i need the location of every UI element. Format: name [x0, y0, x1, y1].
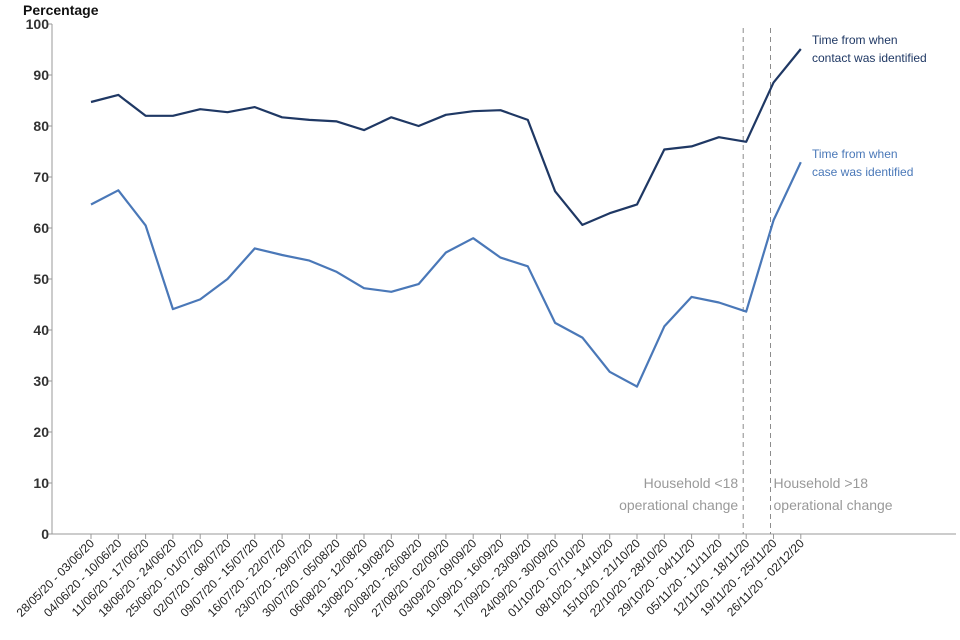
- series-label: contact was identified: [812, 51, 927, 65]
- annotation-text: Household >18: [774, 475, 869, 491]
- series-lines: [90, 48, 802, 388]
- y-tick-label: 60: [33, 220, 49, 236]
- y-tick-label: 100: [26, 16, 50, 32]
- y-tick-label: 70: [33, 169, 49, 185]
- series-label: case was identified: [812, 165, 913, 179]
- y-tick-label: 90: [33, 67, 49, 83]
- y-tick-label: 0: [41, 526, 49, 542]
- series-label: Time from when: [812, 147, 898, 161]
- series-line: [90, 161, 802, 388]
- annotation-text: operational change: [619, 497, 738, 513]
- annotation-text: Household <18: [644, 475, 739, 491]
- y-tick-label: 50: [33, 271, 49, 287]
- series-line: [90, 48, 802, 226]
- y-axis-label: Percentage: [23, 2, 99, 18]
- y-ticks: 0 10 20 30 40 50 60 70 80 90 100: [26, 16, 52, 542]
- y-tick-label: 80: [33, 118, 49, 134]
- y-tick-label: 20: [33, 424, 49, 440]
- annotation-text: operational change: [774, 497, 893, 513]
- y-tick-label: 40: [33, 322, 49, 338]
- annotations: Household <18 operational change Household…: [619, 28, 893, 534]
- series-label: Time from when: [812, 33, 898, 47]
- series-labels: Time from when contact was identified Tim…: [812, 33, 927, 179]
- y-tick-label: 10: [33, 475, 49, 491]
- y-tick-label: 30: [33, 373, 49, 389]
